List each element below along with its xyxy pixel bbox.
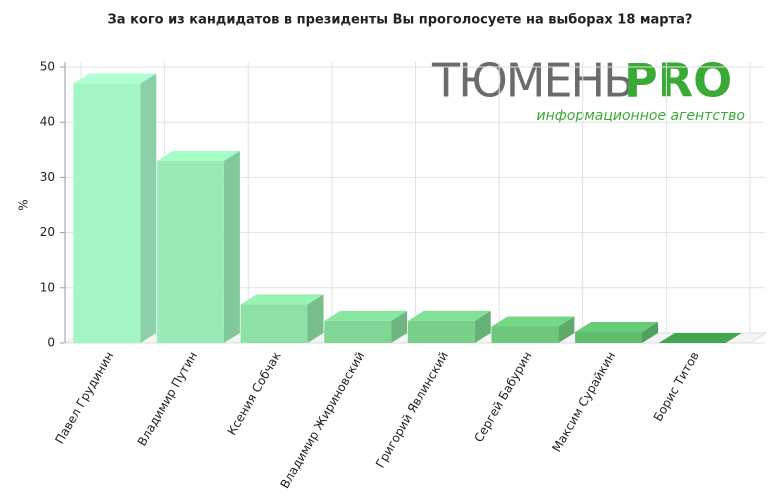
bar-side bbox=[391, 310, 408, 343]
bar bbox=[491, 326, 559, 343]
logo-accent: PRO bbox=[624, 54, 732, 108]
x-tick-label: Павел Грудинин bbox=[52, 349, 116, 446]
x-tick-label: Владимир Путин bbox=[135, 349, 200, 448]
x-tick-label: Ксения Собчак bbox=[225, 349, 284, 437]
bar bbox=[240, 304, 308, 343]
bar-side bbox=[223, 150, 240, 343]
logo-tagline: информационное агентство bbox=[537, 108, 745, 124]
x-tick-label: Владимир Жириновский bbox=[277, 349, 367, 491]
y-tick-label: 0 bbox=[47, 336, 55, 350]
y-axis-label: % bbox=[17, 199, 31, 210]
y-tick-label: 40 bbox=[40, 115, 55, 129]
bar-top bbox=[73, 73, 157, 84]
bar bbox=[324, 320, 392, 343]
x-tick-label: Борис Титов bbox=[651, 349, 702, 423]
bar-side bbox=[642, 321, 659, 343]
y-tick-label: 50 bbox=[40, 60, 55, 74]
bar-top bbox=[240, 294, 324, 305]
x-tick-label: Григорий Явлинский bbox=[373, 349, 451, 470]
bar-side bbox=[140, 73, 157, 343]
logo: ТЮМЕНЬ PRO информационное агентство bbox=[431, 54, 745, 125]
bar bbox=[407, 320, 475, 343]
bar-top bbox=[491, 316, 575, 327]
bar bbox=[575, 331, 643, 343]
y-tick-label: 20 bbox=[40, 225, 55, 239]
bar-top bbox=[324, 310, 408, 321]
x-tick-label: Максим Сурайкин bbox=[549, 349, 618, 454]
x-tick-label: Сергей Бабурин bbox=[471, 349, 534, 444]
bar-side bbox=[474, 310, 491, 343]
bar-top bbox=[575, 321, 659, 332]
bar-top bbox=[407, 310, 491, 321]
bar-side bbox=[307, 294, 324, 343]
y-tick-label: 30 bbox=[40, 170, 55, 184]
bar-side bbox=[558, 316, 575, 343]
logo-name: ТЮМЕНЬ bbox=[431, 54, 633, 108]
bar-top bbox=[658, 333, 742, 343]
bar bbox=[156, 160, 224, 343]
y-tick-label: 10 bbox=[40, 280, 55, 294]
bar-top bbox=[156, 150, 240, 161]
bar bbox=[73, 83, 141, 343]
chart-title: За кого из кандидатов в президенты Вы пр… bbox=[108, 13, 693, 28]
